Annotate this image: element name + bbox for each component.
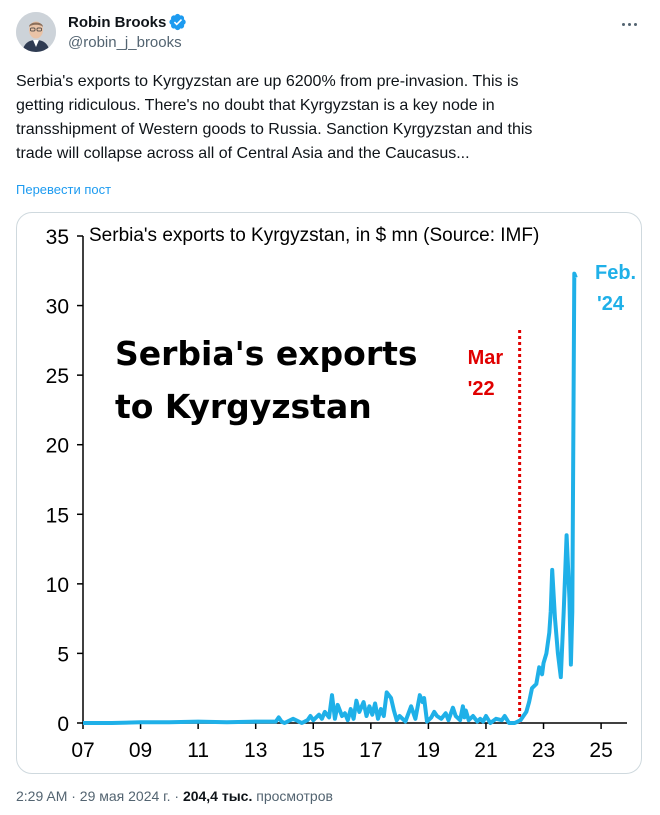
marker-label-line-1: Mar [468, 347, 504, 369]
end-label-line-1: Feb. [595, 262, 636, 284]
end-label-line-2: '24 [597, 293, 625, 315]
user-info: Robin Brooks @robin_j_brooks [68, 12, 187, 51]
x-tick-label: 13 [244, 739, 267, 762]
tweet-text: Serbia's exports to Kyrgyzstan are up 62… [16, 70, 644, 166]
timestamp[interactable]: 2:29 AM · 29 мая 2024 г. [16, 788, 171, 804]
x-tick-label: 07 [71, 739, 94, 762]
x-tick-label: 25 [589, 739, 612, 762]
x-tick-label: 19 [417, 739, 440, 762]
y-tick-label: 35 [46, 226, 69, 249]
display-name[interactable]: Robin Brooks [68, 13, 167, 31]
avatar-image [16, 12, 56, 52]
y-tick-label: 0 [57, 713, 69, 736]
chart-title: Serbia's exports to Kyrgyzstan, in $ mn … [89, 225, 539, 246]
y-tick-label: 5 [57, 643, 69, 666]
overlay-title-line-2: to Kyrgyzstan [115, 387, 372, 426]
overlay-title-line-1: Serbia's exports [115, 334, 418, 373]
chart-image[interactable]: Serbia's exports to Kyrgyzstan, in $ mn … [16, 212, 642, 774]
x-tick-label: 11 [187, 739, 209, 762]
tweet-text-line: getting ridiculous. There's no doubt tha… [16, 97, 495, 114]
avatar[interactable] [16, 12, 56, 52]
verified-badge-icon [169, 13, 187, 31]
chart-svg: Serbia's exports to Kyrgyzstan, in $ mn … [46, 225, 636, 762]
translate-post-link[interactable]: Перевести пост [16, 182, 112, 197]
user-handle[interactable]: @robin_j_brooks [68, 34, 182, 51]
tweet-text-line: trade will collapse across all of Centra… [16, 145, 470, 162]
tweet-meta: 2:29 AM · 29 мая 2024 г. · 204,4 тыс. пр… [16, 788, 333, 804]
series-line [83, 271, 578, 725]
tweet-header: Robin Brooks @robin_j_brooks [16, 12, 644, 60]
name-row: Robin Brooks [68, 12, 187, 32]
tweet-text-line: Serbia's exports to Kyrgyzstan are up 62… [16, 73, 519, 90]
views-count: 204,4 тыс. [182, 788, 253, 804]
y-tick-label: 20 [46, 435, 69, 458]
more-options-icon[interactable] [614, 14, 644, 34]
x-tick-label: 15 [302, 739, 325, 762]
views-label: просмотров [256, 788, 333, 804]
x-tick-label: 09 [129, 739, 152, 762]
x-tick-label: 21 [474, 739, 497, 762]
x-tick-label: 23 [532, 739, 555, 762]
meta-separator: · [174, 788, 180, 804]
marker-label-line-2: '22 [468, 378, 495, 400]
y-tick-label: 15 [46, 504, 69, 527]
y-tick-label: 30 [46, 296, 69, 319]
y-tick-label: 10 [46, 574, 69, 597]
chart-axes: 0 5 10 15 20 25 30 35 07 09 11 13 15 17 19 21 23 25 [46, 226, 627, 762]
y-tick-label: 25 [46, 365, 69, 388]
x-tick-label: 17 [359, 739, 382, 762]
tweet-text-line: transshipment of Western goods to Russia… [16, 121, 533, 138]
